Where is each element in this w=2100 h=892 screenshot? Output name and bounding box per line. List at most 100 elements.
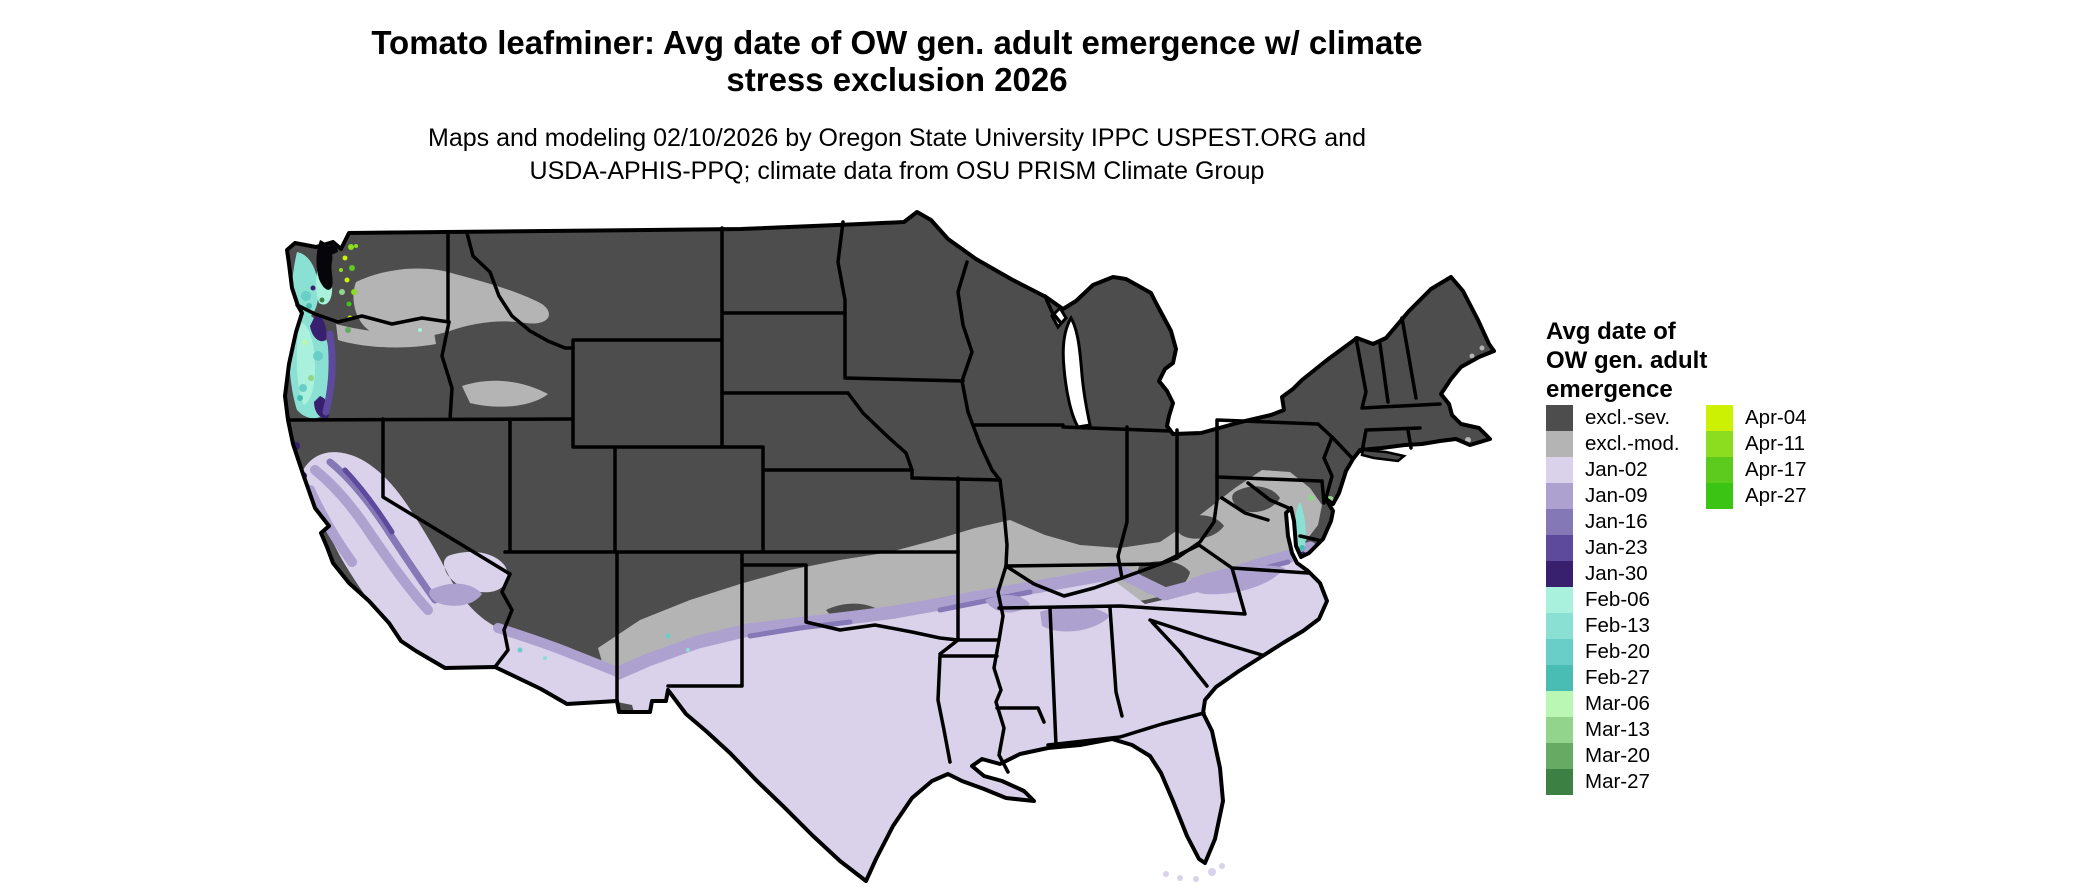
legend-swatch-mar20 — [1546, 743, 1573, 769]
legend-swatch-excl_mod — [1546, 431, 1573, 457]
legend-swatch-mar13 — [1546, 717, 1573, 743]
legend-title-line3: emergence — [1546, 376, 1673, 403]
legend-item-jan30: Jan-30 — [1546, 561, 1680, 587]
map-speck-apr11 — [339, 268, 343, 272]
map-speck-apr04 — [342, 255, 348, 261]
legend-item-excl_sev: excl.-sev. — [1546, 405, 1680, 431]
page-title-line1: Tomato leafminer: Avg date of OW gen. ad… — [371, 24, 1423, 61]
page-title-line2: stress exclusion 2026 — [726, 61, 1068, 98]
legend-swatch-feb06 — [1546, 587, 1573, 613]
legend-label: Mar-20 — [1585, 744, 1650, 767]
legend-swatch-jan09 — [1546, 483, 1573, 509]
map-speck-feb13 — [543, 656, 547, 660]
legend-title: Avg date of OW gen. adult emergence — [1546, 317, 1707, 404]
legend-item-jan02: Jan-02 — [1546, 457, 1680, 483]
legend-item-mar27: Mar-27 — [1546, 769, 1680, 795]
legend-swatch-apr17 — [1706, 457, 1733, 483]
map-speck-excl-mod — [1469, 353, 1475, 359]
map-speck-excl-mod — [1479, 345, 1485, 351]
legend-title-line2: OW gen. adult — [1546, 347, 1708, 374]
map-speck-feb20 — [517, 647, 523, 653]
map-speck-apr04 — [344, 277, 350, 283]
puget-sound-water — [316, 240, 338, 290]
legend-swatch-jan02 — [1546, 457, 1573, 483]
map-speck-feb20 — [665, 633, 671, 639]
map-speck-mar06 — [302, 339, 308, 345]
legend-label: Feb-27 — [1585, 666, 1650, 689]
map-speck-mar13 — [308, 375, 314, 381]
legend-label: Feb-06 — [1585, 588, 1650, 611]
map-speck-apr17 — [349, 265, 355, 271]
map-fringe-sierra-jan16 — [326, 458, 439, 604]
legend-item-feb20: Feb-20 — [1546, 639, 1680, 665]
map-fringe-cascades-jan23 — [322, 330, 336, 416]
map-speck-apr11 — [354, 244, 358, 248]
lake-michigan — [1061, 315, 1092, 429]
map-speck-apr11 — [348, 244, 354, 250]
legend-item-jan16: Jan-16 — [1546, 509, 1680, 535]
legend-item-feb27: Feb-27 — [1546, 665, 1680, 691]
map-fringe-sierra-jan23 — [342, 467, 395, 535]
legend-swatch-feb20 — [1546, 639, 1573, 665]
legend-label: Apr-04 — [1745, 406, 1807, 429]
legend-item-excl_mod: excl.-mod. — [1546, 431, 1680, 457]
map-speck-apr27 — [346, 301, 352, 307]
long-island — [1360, 448, 1407, 463]
map-region-columbia-basin — [336, 268, 549, 407]
map-speck-mar13 — [339, 289, 345, 295]
legend-label: Apr-11 — [1745, 432, 1806, 455]
legend-item-mar06: Mar-06 — [1546, 691, 1680, 717]
legend-swatch-mar27 — [1546, 769, 1573, 795]
legend-swatch-mar06 — [1546, 691, 1573, 717]
legend-item-mar13: Mar-13 — [1546, 717, 1680, 743]
legend-label: excl.-sev. — [1585, 406, 1671, 429]
legend-title-line1: Avg date of — [1546, 318, 1676, 345]
map-speck-mar20 — [345, 327, 351, 333]
legend-swatch-jan30 — [1546, 561, 1573, 587]
legend-swatch-apr11 — [1706, 431, 1733, 457]
map-speck-jan30 — [310, 285, 316, 291]
legend-swatch-excl_sev — [1546, 405, 1573, 431]
legend-item-feb06: Feb-06 — [1546, 587, 1680, 613]
florida-keys — [1163, 863, 1225, 882]
legend-item-apr17: Apr-17 — [1706, 457, 1807, 483]
map-speck-mar13 — [1308, 495, 1314, 501]
page-subtitle-line1: Maps and modeling 02/10/2026 by Oregon S… — [428, 124, 1366, 152]
legend-item-apr27: Apr-27 — [1706, 483, 1807, 509]
legend-item-apr11: Apr-11 — [1706, 431, 1807, 457]
map-speck-feb27 — [297, 395, 303, 401]
map-fill-regions — [286, 235, 1485, 880]
legend-label: Mar-06 — [1585, 692, 1650, 715]
legend-swatch-feb13 — [1546, 613, 1573, 639]
page-subtitle-line2: USDA-APHIS-PPQ; climate data from OSU PR… — [529, 157, 1265, 185]
legend-item-feb13: Feb-13 — [1546, 613, 1680, 639]
legend-swatch-feb27 — [1546, 665, 1573, 691]
map-speck-feb13 — [686, 648, 690, 652]
legend-label: Feb-20 — [1585, 640, 1650, 663]
map-speck-feb20 — [313, 351, 323, 361]
legend-column-2: Apr-04 Apr-11 Apr-17 Apr-27 — [1706, 405, 1807, 509]
map-region-desert-jan09 — [429, 583, 482, 606]
state-borders — [286, 220, 1442, 774]
great-lakes — [1050, 305, 1092, 429]
legend-label: Jan-30 — [1585, 562, 1648, 585]
legend-label: excl.-mod. — [1585, 432, 1680, 455]
map-speck-apr11 — [351, 289, 357, 295]
page-title: Tomato leafminer: Avg date of OW gen. ad… — [0, 24, 1794, 98]
map-speck-feb27 — [1299, 545, 1305, 551]
legend-swatch-apr27 — [1706, 483, 1733, 509]
page-subtitle: Maps and modeling 02/10/2026 by Oregon S… — [0, 122, 1794, 188]
map-speck-feb06 — [418, 328, 422, 332]
map-speck-feb20 — [299, 384, 307, 392]
map-region-pnw-jan30 — [310, 314, 330, 419]
legend-label: Jan-16 — [1585, 510, 1648, 533]
legend-item-mar20: Mar-20 — [1546, 743, 1680, 769]
legend-swatch-apr04 — [1706, 405, 1733, 431]
legend-item-jan09: Jan-09 — [1546, 483, 1680, 509]
map-speck-feb20 — [301, 291, 311, 301]
legend-label: Apr-27 — [1745, 484, 1807, 507]
legend-column-1: excl.-sev. excl.-mod. Jan-02 Jan-09 Jan-16 Ja… — [1546, 405, 1680, 795]
legend-label: Feb-13 — [1585, 614, 1650, 637]
legend-item-apr04: Apr-04 — [1706, 405, 1807, 431]
